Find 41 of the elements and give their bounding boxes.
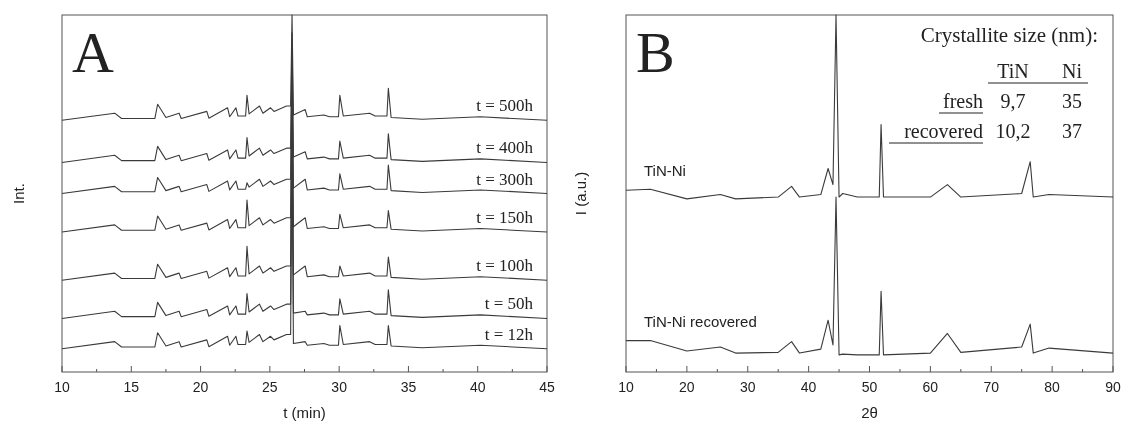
annotation: fresh [943,90,983,112]
annotation: Ni [1062,60,1083,82]
x-tick-label: 40 [469,379,486,395]
x-tick-label: 15 [123,379,140,395]
x-tick-label: 10 [54,379,70,395]
x-tick-label: 40 [800,379,817,395]
series-label: t = 150h [476,208,534,228]
x-tick-label: 60 [922,379,939,395]
series-label: t = 12h [484,324,534,344]
x-tick-label: 50 [861,379,878,395]
x-tick-label: 90 [1105,379,1121,395]
chart-title: B [636,20,675,85]
y-axis-title: Int. [10,183,27,204]
annotation: 37 [1062,120,1082,142]
annotation: TiN [997,60,1029,82]
x-tick-label: 25 [262,379,278,395]
y-axis-title: I (a.u.) [572,171,589,216]
series-label: t = 100h [476,256,534,276]
annotation: Crystallite size (nm): [920,23,1098,47]
annotation: 9,7 [1000,90,1026,112]
x-tick-label: 30 [739,379,756,395]
x-tick-label: 35 [400,379,417,395]
x-tick-label: 10 [618,379,634,395]
x-tick-label: 30 [331,379,348,395]
series-label: t = 300h [476,169,534,189]
x-tick-label: 70 [983,379,1000,395]
chart-title: A [72,20,114,85]
x-tick-label: 80 [1044,379,1061,395]
series-label: TiN-Ni [644,162,686,180]
annotation: 35 [1062,90,1082,112]
series-label: t = 400h [476,138,534,158]
annotation: 10,2 [995,120,1031,142]
x-tick-label: 20 [192,379,209,395]
x-axis-title: t (min) [283,404,326,421]
series-label: t = 500h [476,96,534,116]
x-tick-label: 20 [679,379,695,395]
series-label: t = 50h [484,294,534,314]
x-tick-label: 45 [539,379,555,395]
x-axis-title: 2θ [861,404,878,421]
series-label: TiN-Ni recovered [644,312,757,330]
annotation: recovered [904,120,983,142]
